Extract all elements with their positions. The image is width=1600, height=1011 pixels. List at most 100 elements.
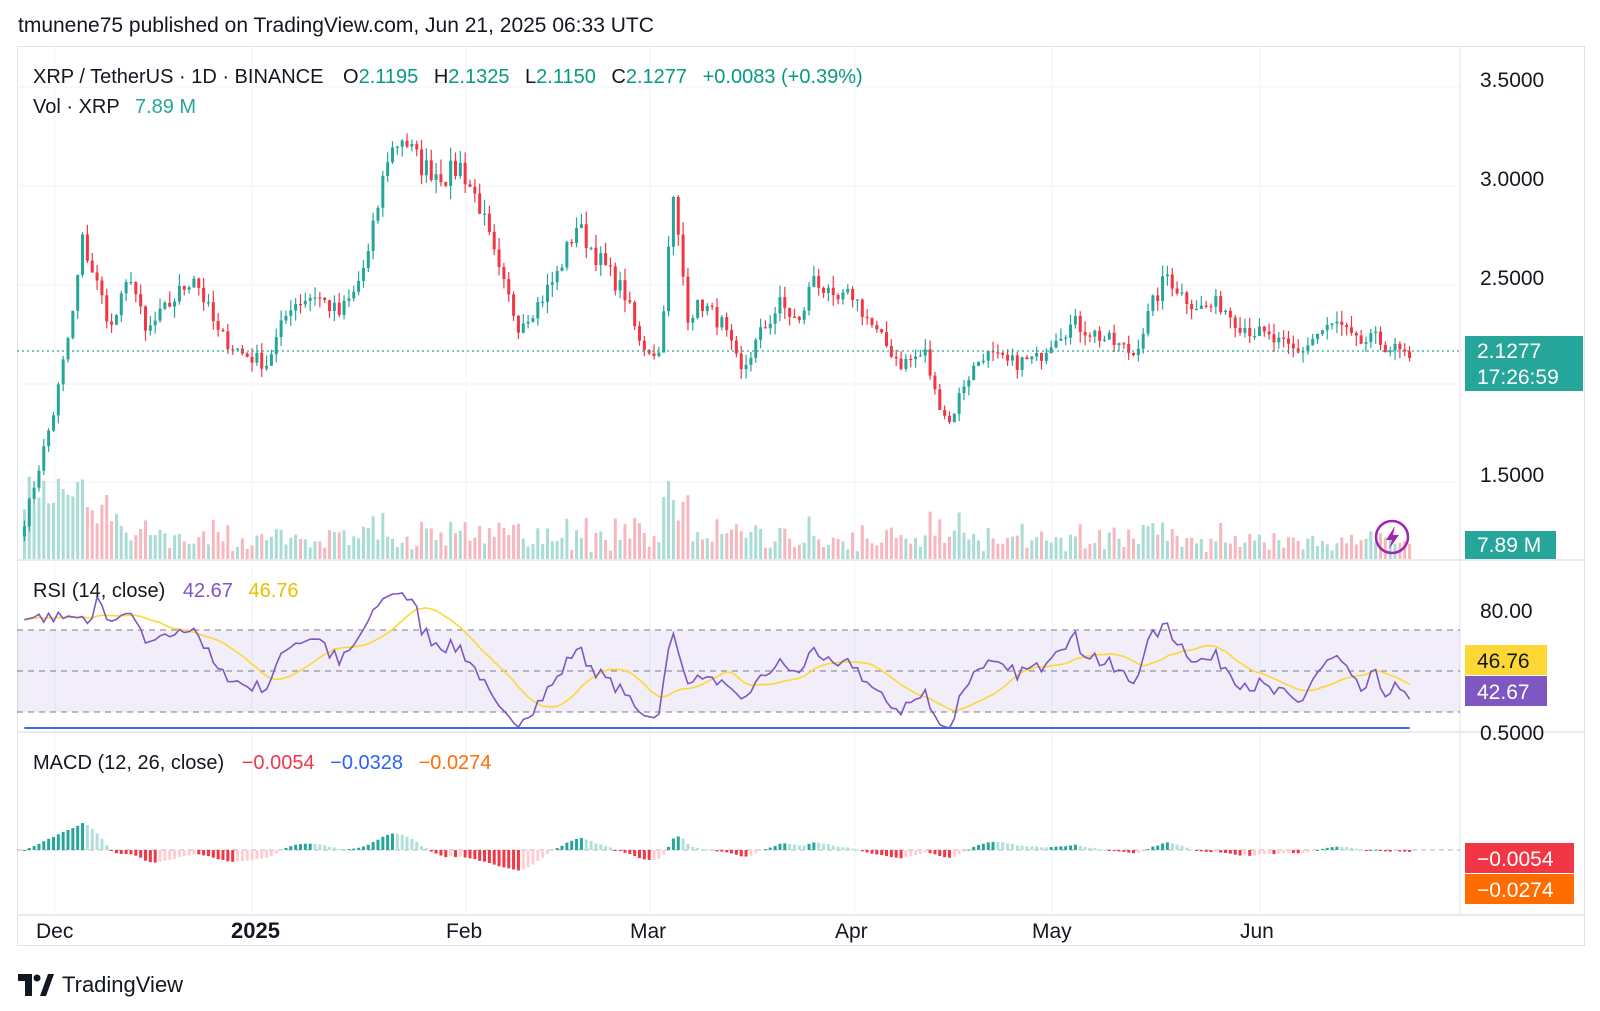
volume-bar (1136, 544, 1140, 559)
volume-bar (860, 525, 864, 559)
candle-body (933, 375, 937, 390)
candle-body (1383, 344, 1387, 353)
candle-body (725, 317, 729, 331)
macd-hist-bar (754, 850, 758, 854)
volume-bar (531, 544, 535, 559)
candle-body (1325, 325, 1329, 331)
candle-body (153, 320, 157, 326)
candle-body (957, 393, 961, 414)
candle-body (807, 286, 811, 311)
volume-bar (744, 537, 748, 559)
candle-body (1199, 305, 1203, 309)
candle-body (633, 302, 637, 327)
macd-hist-bar (444, 850, 448, 858)
volume-bar (981, 551, 985, 559)
price-badge-value: 2.1277 (1477, 340, 1541, 363)
candle-body (1020, 357, 1024, 370)
rsi-label[interactable]: RSI (14, close) (33, 580, 166, 602)
volume-bar (1083, 548, 1087, 559)
volume-bar (182, 541, 186, 559)
macd-hist-bar (434, 850, 438, 854)
volume-bar (1369, 531, 1373, 559)
macd-hist-bar (42, 841, 46, 850)
high-value: 2.1325 (448, 66, 510, 88)
candle-body (1132, 352, 1136, 356)
candle-body (294, 304, 298, 311)
candle-body (1069, 324, 1073, 338)
macd-hist-bar (313, 843, 317, 850)
macd-hist-bar (938, 850, 942, 857)
volume-bar (1316, 546, 1320, 559)
candle-body (1001, 352, 1005, 355)
candle-body (928, 349, 932, 376)
macd-hist-bar (1020, 845, 1024, 850)
macd-hist-bar (274, 850, 278, 854)
macd-hist-bar (1001, 842, 1005, 850)
macd-hist-bar (1190, 849, 1194, 851)
candle-body (967, 380, 971, 387)
volume-bar (453, 533, 457, 559)
candle-body (1393, 343, 1397, 351)
candle-body (216, 321, 220, 330)
candle-body (952, 413, 956, 423)
change-value: +0.0083 (+0.39%) (702, 66, 863, 88)
volume-bar (647, 546, 651, 559)
volume-bar (434, 539, 438, 559)
price-tick: 3.0000 (1480, 168, 1544, 191)
candle-body (1248, 327, 1252, 337)
footer-brand[interactable]: TradingView (18, 972, 183, 998)
macd-hist-bar (1102, 849, 1106, 851)
candle-body (405, 140, 409, 147)
volume-label[interactable]: Vol · XRP (33, 96, 120, 118)
candle-body (1272, 334, 1276, 343)
candle-body (778, 297, 782, 314)
volume-bar (1224, 542, 1228, 559)
macd-hist-bar (81, 823, 85, 850)
macd-hist-bar (308, 843, 312, 850)
macd-hist-bar (250, 850, 254, 861)
macd-label[interactable]: MACD (12, 26, close) (33, 752, 225, 774)
volume-bar (667, 480, 671, 559)
volume-bar (37, 497, 41, 559)
macd-hist-bar (1403, 850, 1407, 852)
macd-hist-bar (1141, 850, 1145, 852)
candle-body (1354, 332, 1358, 336)
volume-bar (1214, 541, 1218, 559)
rsi-ma-badge (1465, 645, 1547, 675)
candle-body (361, 267, 365, 281)
candle-body (391, 147, 395, 163)
volume-bar (967, 539, 971, 559)
volume-bar (986, 527, 990, 559)
volume-bar (1354, 544, 1358, 559)
macd-hist-bar (226, 850, 230, 862)
candle-body (323, 297, 327, 301)
macd-hist-bar (487, 850, 491, 864)
candle-body (1156, 295, 1160, 301)
symbol-label[interactable]: XRP / TetherUS · 1D · BINANCE (33, 66, 324, 88)
macd-hist-bar (792, 844, 796, 850)
volume-bar (342, 530, 346, 559)
volume-bar (1165, 541, 1169, 559)
candle-body (245, 353, 249, 357)
candle-body (1151, 295, 1155, 312)
macd-signal-badge (1465, 874, 1574, 904)
candle-body (1306, 345, 1310, 352)
volume-bar (962, 532, 966, 559)
macd-hist-bar (1345, 847, 1349, 850)
candle-body (991, 351, 995, 353)
macd-hist-bar (255, 850, 259, 859)
candle-body (1330, 323, 1334, 326)
candle-body (1257, 326, 1261, 337)
macd-hist-bar (1214, 850, 1218, 852)
macd-hist-bar (56, 834, 60, 850)
macd-hist-bar (1248, 850, 1252, 856)
volume-bar (613, 518, 617, 559)
macd-hist-bar (168, 850, 172, 860)
candle-body (1209, 306, 1213, 308)
macd-hist-bar (216, 850, 220, 860)
candle-body (444, 182, 448, 186)
volume-bar (1393, 543, 1397, 559)
macd-hist-bar (328, 846, 332, 850)
high-label: H (433, 66, 449, 88)
